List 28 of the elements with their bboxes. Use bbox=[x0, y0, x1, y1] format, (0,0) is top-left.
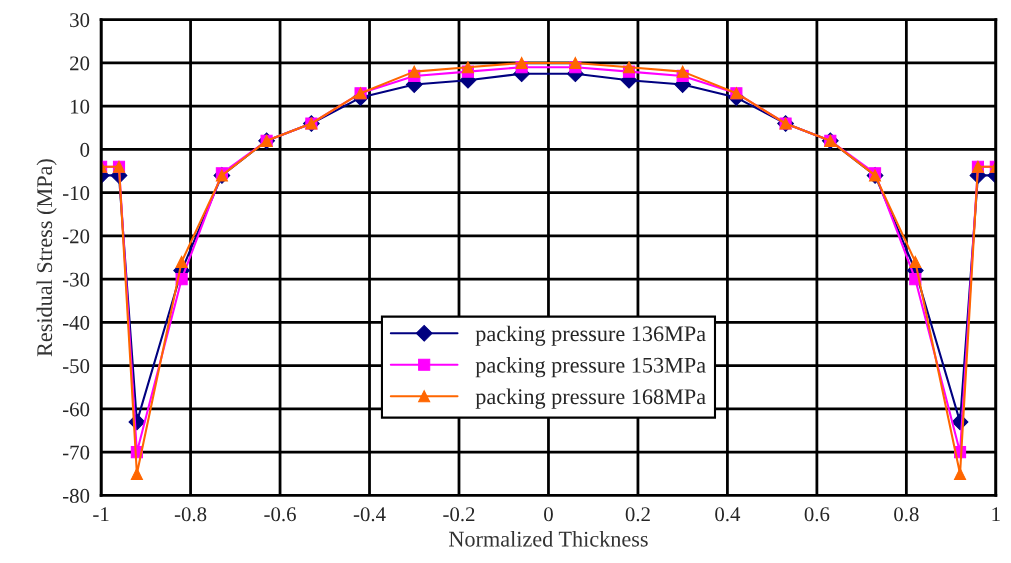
y-tick-label: -10 bbox=[62, 186, 90, 201]
x-tick-label: -0.6 bbox=[264, 507, 296, 522]
y-tick-label: 30 bbox=[70, 13, 90, 28]
legend-label: packing pressure 168MPa bbox=[475, 388, 706, 409]
y-tick-label: -40 bbox=[62, 315, 90, 330]
x-tick-label: 0.8 bbox=[894, 507, 919, 522]
x-tick-label: 0.6 bbox=[804, 507, 830, 522]
x-tick-label: -0.4 bbox=[353, 507, 386, 522]
y-tick-label: 20 bbox=[70, 56, 90, 71]
y-tick-label: -50 bbox=[62, 359, 90, 374]
y-axis-title: Residual Stress (MPa) bbox=[36, 159, 57, 357]
legend-label: packing pressure 136MPa bbox=[475, 325, 706, 346]
x-tick-label: 0 bbox=[544, 507, 553, 522]
y-tick-label: 0 bbox=[80, 142, 90, 157]
y-tick-label: -60 bbox=[62, 402, 90, 417]
x-tick-label: 1 bbox=[992, 507, 1000, 522]
x-axis-title: Normalized Thickness bbox=[449, 531, 648, 547]
y-tick-label: -30 bbox=[62, 272, 90, 287]
x-tick-label: 0.2 bbox=[625, 507, 650, 522]
x-tick-label: -0.8 bbox=[174, 507, 207, 522]
legend-label: packing pressure 153MPa bbox=[475, 357, 706, 378]
y-tick-label: -20 bbox=[62, 229, 90, 244]
y-tick-label: 10 bbox=[70, 99, 90, 114]
y-tick-label: -80 bbox=[62, 488, 90, 503]
x-tick-label: 0.4 bbox=[715, 507, 741, 522]
x-tick-label: -1 bbox=[93, 507, 109, 522]
x-tick-label: -0.2 bbox=[443, 507, 475, 522]
y-tick-label: -70 bbox=[62, 445, 90, 460]
